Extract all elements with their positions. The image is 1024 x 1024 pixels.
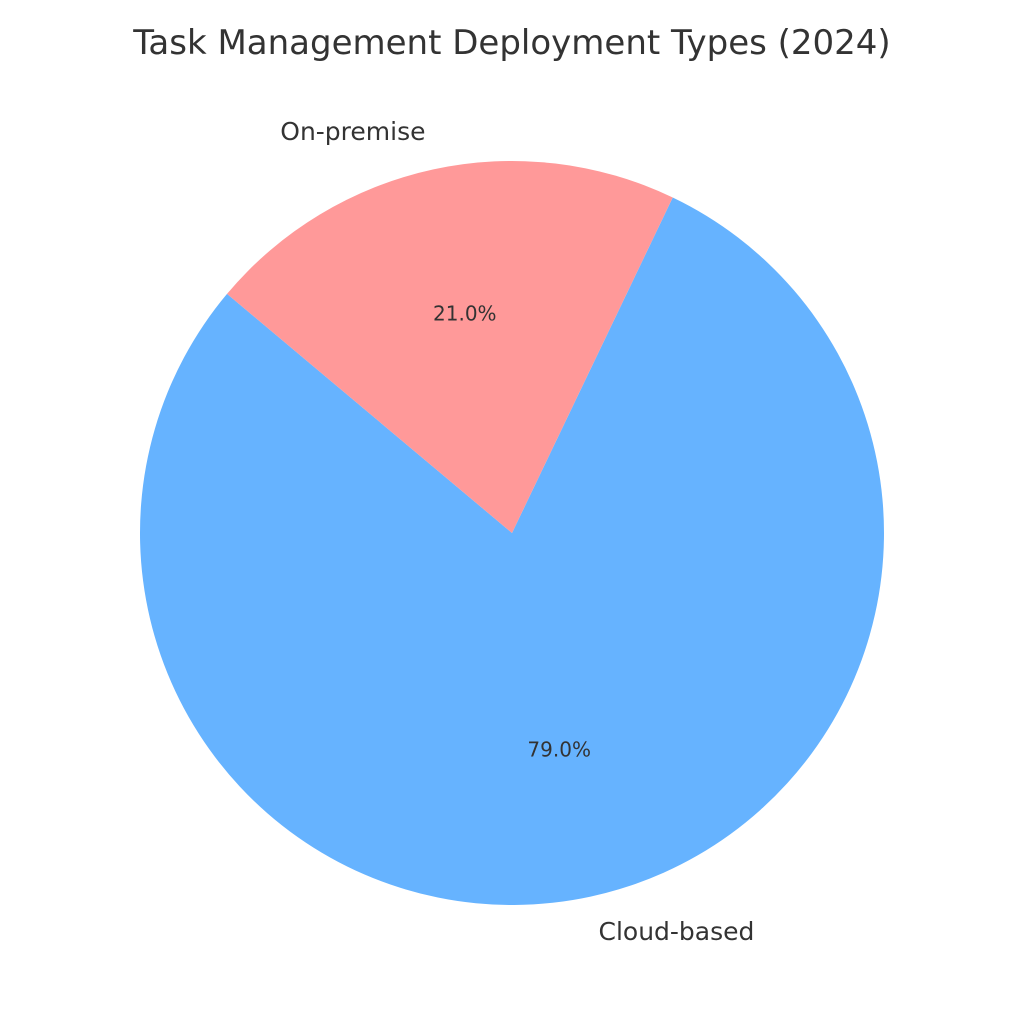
percent-label: 79.0% <box>527 738 591 762</box>
pie-slices <box>139 160 884 905</box>
slice-label: On-premise <box>280 117 425 146</box>
pie-labels: 79.0% Cloud-based 21.0% On-premise <box>280 117 754 946</box>
percent-label: 21.0% <box>433 301 497 325</box>
slice-label: Cloud-based <box>599 917 755 946</box>
chart-title: Task Management Deployment Types (2024) <box>132 23 890 63</box>
pie-slice-cloud-based <box>139 197 884 905</box>
pie-slice-on-premise <box>227 160 673 533</box>
